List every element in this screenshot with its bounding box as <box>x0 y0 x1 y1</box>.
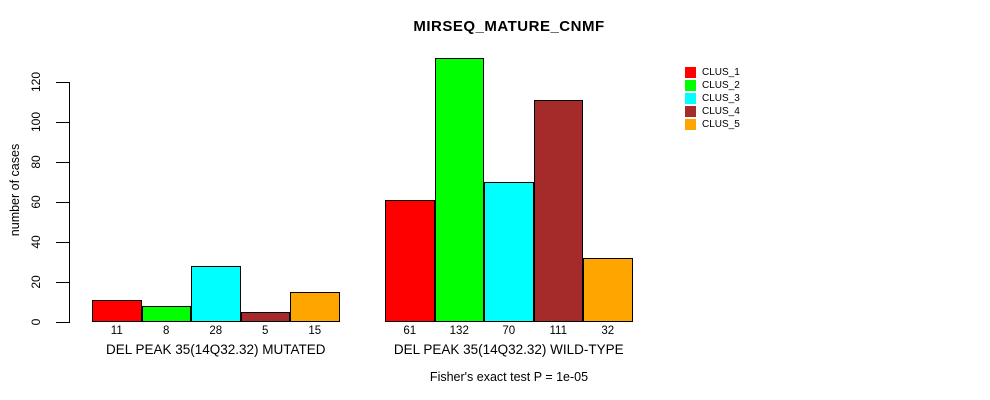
y-axis-tick <box>56 242 69 243</box>
bar-value-label: 28 <box>209 325 223 337</box>
caption: Fisher's exact test P = 1e-05 <box>429 370 589 384</box>
y-axis-tick-label: 120 <box>29 71 43 93</box>
y-axis-label: number of cases <box>8 143 22 237</box>
bar-value-label: 132 <box>449 325 469 337</box>
legend-swatch-icon <box>685 92 696 104</box>
legend-swatch-icon <box>685 105 696 117</box>
y-axis-tick-label: 0 <box>29 318 43 326</box>
bar-clus_5-wild-type <box>583 258 633 322</box>
y-axis-tick <box>56 322 69 323</box>
bar-clus_3-wild-type <box>484 182 534 322</box>
category-label: DEL PEAK 35(14Q32.32) MUTATED <box>105 342 326 357</box>
legend-label: CLUS_1 <box>702 67 740 78</box>
bar-value-label: 70 <box>502 325 516 337</box>
y-axis-tick-label: 80 <box>29 155 43 169</box>
y-axis-tick-label: 100 <box>29 111 43 133</box>
y-axis-tick-label: 20 <box>29 275 43 289</box>
bar-value-label: 61 <box>403 325 417 337</box>
legend-swatch-icon <box>685 79 696 91</box>
legend-entry: CLUS_2 <box>685 79 740 91</box>
y-axis-tick-label: 40 <box>29 235 43 249</box>
bar-clus_3-mutated <box>191 266 241 322</box>
legend-label: CLUS_4 <box>702 105 740 117</box>
bar-clus_1-mutated <box>92 300 142 322</box>
y-axis-tick-label: 60 <box>29 195 43 209</box>
bar-clus_4-wild-type <box>533 100 583 322</box>
y-axis-tick <box>56 282 69 283</box>
bar-clus_4-mutated <box>240 312 290 322</box>
chart-title: MIRSEQ_MATURE_CNMF <box>413 18 605 35</box>
category-label: DEL PEAK 35(14Q32.32) WILD-TYPE <box>393 342 624 357</box>
bar-value-label: 11 <box>110 325 123 337</box>
legend-label: CLUS_2 <box>702 79 740 91</box>
bar-clus_2-wild-type <box>434 58 484 322</box>
legend-entry: CLUS_3 <box>685 92 740 104</box>
bar-value-label: 111 <box>549 325 567 337</box>
bar-clus_5-mutated <box>290 292 340 322</box>
y-axis-line <box>69 82 70 323</box>
bar-value-label: 32 <box>601 325 615 337</box>
legend-swatch-icon <box>685 118 696 130</box>
y-axis-tick <box>56 162 69 163</box>
bar-value-label: 15 <box>308 325 322 337</box>
y-axis-tick <box>56 202 69 203</box>
legend-label: CLUS_3 <box>702 92 740 104</box>
y-axis-tick <box>56 82 69 83</box>
bar-clus_1-wild-type <box>385 200 435 322</box>
legend-entry: CLUS_5 <box>685 118 740 130</box>
legend-swatch-icon <box>685 67 696 78</box>
legend-entry: CLUS_1 <box>685 67 740 78</box>
y-axis-tick <box>56 122 69 123</box>
legend-entry: CLUS_4 <box>685 105 740 117</box>
bar-value-label: 8 <box>163 325 170 337</box>
bar-value-label: 5 <box>262 325 269 337</box>
legend-label: CLUS_5 <box>702 118 740 130</box>
bar-clus_2-mutated <box>141 306 191 322</box>
